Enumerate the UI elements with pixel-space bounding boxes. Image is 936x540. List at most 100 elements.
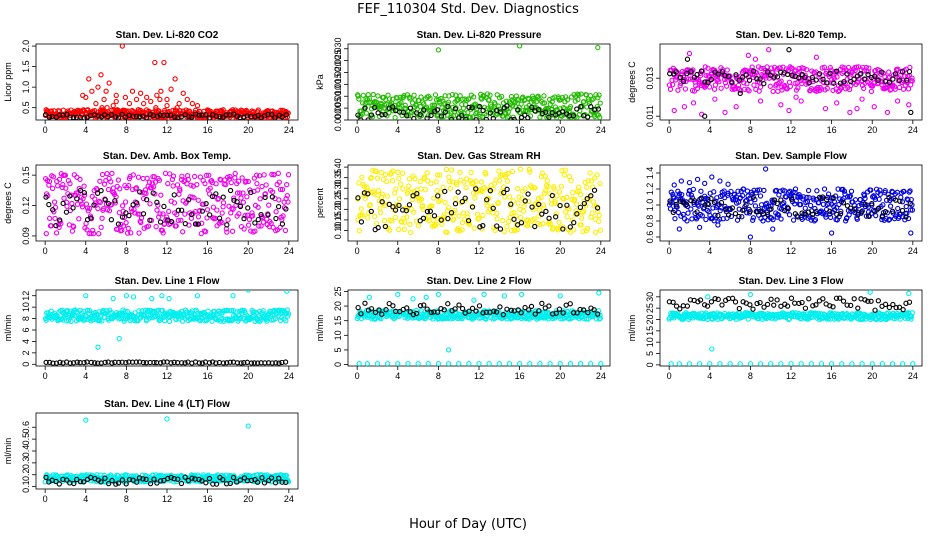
data-point bbox=[715, 222, 721, 228]
average-point bbox=[140, 359, 147, 366]
average-point bbox=[774, 200, 780, 207]
x-tick-label: 12 bbox=[474, 246, 484, 256]
average-point bbox=[445, 301, 451, 307]
average-point bbox=[469, 204, 476, 210]
data-point bbox=[445, 347, 452, 353]
data-point bbox=[439, 221, 445, 227]
average-point bbox=[702, 79, 708, 85]
data-point bbox=[667, 86, 674, 92]
average-point bbox=[526, 307, 532, 313]
average-point bbox=[719, 302, 725, 308]
data-point bbox=[418, 196, 425, 202]
data-point bbox=[87, 205, 93, 212]
data-point bbox=[703, 72, 709, 79]
data-point bbox=[133, 185, 140, 191]
average-point bbox=[102, 359, 108, 366]
data-point bbox=[65, 317, 72, 324]
data-point bbox=[679, 191, 685, 198]
data-point bbox=[513, 93, 520, 99]
data-point bbox=[392, 214, 399, 221]
average-point bbox=[522, 198, 528, 204]
data-point bbox=[358, 206, 365, 212]
average-point bbox=[406, 202, 413, 208]
average-point bbox=[557, 202, 563, 209]
average-point bbox=[182, 360, 188, 366]
data-point bbox=[210, 204, 217, 210]
data-point bbox=[285, 199, 291, 205]
data-point bbox=[158, 192, 164, 198]
average-point bbox=[670, 299, 676, 305]
data-point bbox=[124, 230, 131, 236]
data-point bbox=[126, 183, 132, 189]
average-point bbox=[799, 71, 805, 78]
average-point bbox=[725, 73, 732, 80]
data-point bbox=[811, 197, 817, 203]
average-point bbox=[74, 476, 80, 483]
data-point bbox=[557, 361, 563, 366]
average-point bbox=[241, 360, 247, 366]
data-point bbox=[511, 227, 518, 233]
data-point bbox=[395, 291, 401, 298]
data-point bbox=[382, 171, 389, 178]
average-point bbox=[206, 212, 213, 218]
average-point bbox=[355, 195, 361, 201]
data-point bbox=[802, 214, 808, 220]
average-point bbox=[164, 112, 171, 118]
data-point bbox=[435, 291, 442, 298]
data-point bbox=[745, 87, 751, 93]
x-tick-label: 12 bbox=[162, 246, 172, 256]
average-point bbox=[570, 113, 577, 119]
data-point bbox=[389, 178, 396, 184]
average-point bbox=[508, 201, 514, 207]
x-tick-label: 0 bbox=[355, 125, 360, 135]
data-point bbox=[547, 361, 553, 366]
data-point bbox=[847, 109, 853, 116]
data-point bbox=[457, 169, 463, 175]
data-point bbox=[206, 172, 212, 178]
data-point bbox=[229, 228, 236, 234]
data-point bbox=[499, 93, 505, 100]
data-point bbox=[477, 113, 483, 120]
y-tick-label: 0.020 bbox=[333, 61, 343, 84]
data-point bbox=[123, 293, 130, 299]
average-point bbox=[691, 198, 698, 204]
data-point bbox=[560, 224, 566, 230]
data-point bbox=[533, 99, 539, 105]
data-point bbox=[283, 472, 290, 479]
average-point bbox=[172, 114, 178, 120]
average-point bbox=[361, 190, 368, 196]
data-point bbox=[882, 188, 888, 194]
average-point bbox=[694, 71, 700, 78]
data-point bbox=[527, 361, 533, 366]
data-point bbox=[580, 228, 586, 235]
y-tick-label: 0.013 bbox=[645, 67, 655, 90]
data-point bbox=[257, 196, 263, 202]
x-tick-label: 8 bbox=[124, 494, 129, 504]
average-point bbox=[407, 309, 413, 315]
y-tick-label: 0.015 bbox=[333, 73, 343, 96]
data-point bbox=[81, 183, 87, 189]
average-point bbox=[858, 71, 864, 77]
average-point bbox=[504, 103, 510, 109]
average-point bbox=[435, 193, 441, 199]
data-point bbox=[705, 294, 711, 300]
data-point bbox=[859, 361, 865, 366]
average-point bbox=[217, 114, 223, 120]
data-point bbox=[125, 225, 131, 232]
data-point bbox=[510, 198, 516, 204]
average-point bbox=[95, 113, 101, 119]
y-tick-label: 1.0 bbox=[645, 199, 655, 212]
data-point bbox=[696, 361, 703, 366]
average-point bbox=[386, 201, 392, 208]
average-point bbox=[708, 76, 715, 83]
data-point bbox=[68, 318, 74, 325]
average-point bbox=[698, 68, 705, 74]
x-tick-label: 0 bbox=[355, 371, 360, 381]
average-point bbox=[830, 304, 836, 310]
average-point bbox=[448, 210, 455, 216]
average-point bbox=[560, 310, 566, 316]
data-point bbox=[207, 185, 213, 191]
data-point bbox=[557, 293, 563, 299]
